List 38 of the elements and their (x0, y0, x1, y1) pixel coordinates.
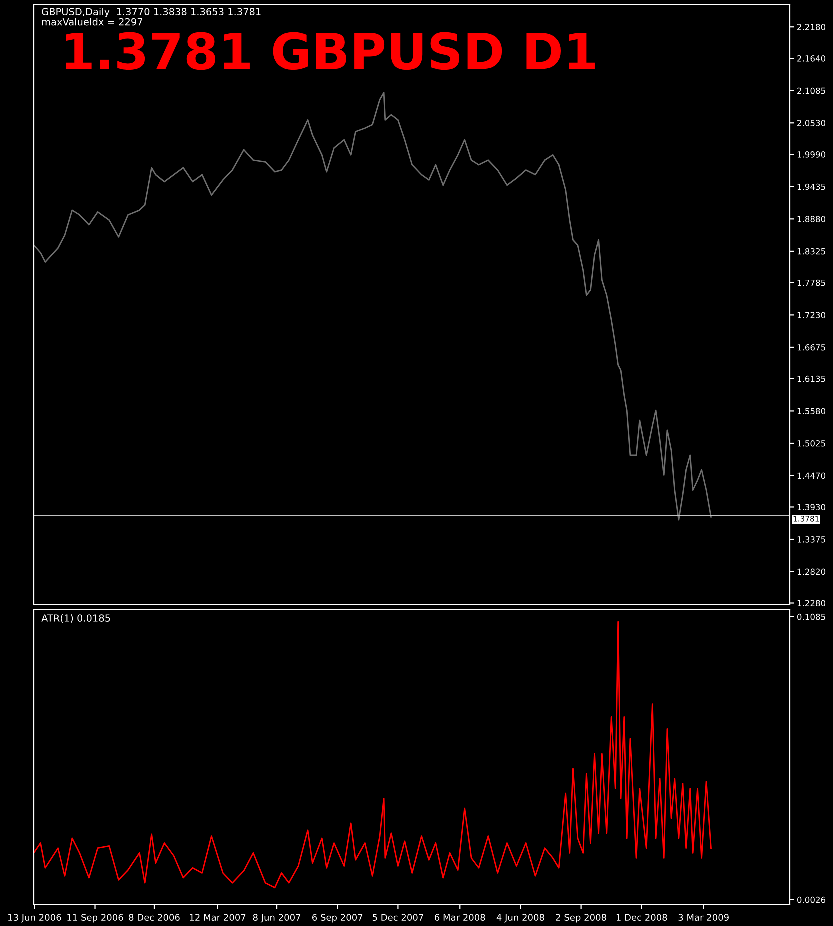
chart-subtitle: GBPUSD,Daily 1.3770 1.3838 1.3653 1.3781 (42, 8, 261, 18)
y-tick-label: 1.9990 (798, 152, 826, 158)
y-tick-label: 2.1085 (798, 88, 826, 94)
y-tick-label: 2.0530 (798, 120, 826, 126)
x-tick-label: 11 Sep 2006 (68, 914, 124, 923)
y-tick-label: 2.1640 (798, 56, 826, 62)
y-tick-label: 1.3930 (798, 504, 826, 511)
x-tick-label: 5 Dec 2007 (372, 914, 424, 922)
x-tick-label: 3 Mar 2009 (678, 914, 729, 922)
y-tick-label: 0.0026 (797, 896, 826, 904)
y-tick-label: 1.4470 (798, 472, 826, 480)
x-tick-label: 8 Dec 2006 (129, 914, 180, 922)
y-tick-label: 1.6135 (798, 376, 826, 382)
x-tick-label: 6 Mar 2008 (435, 914, 486, 922)
y-tick-label: 1.2820 (798, 568, 826, 576)
y-tick-label: 1.2280 (798, 600, 826, 607)
y-tick-label: 1.8880 (798, 216, 826, 222)
x-tick-label: 6 Sep 2007 (312, 914, 363, 923)
line-series (34, 92, 712, 521)
y-tick-label: 2.2180 (798, 24, 826, 30)
y-tick-label: 1.7785 (798, 280, 826, 286)
y-tick-label: 0.1085 (797, 614, 826, 620)
y-tick-label: 1.5580 (798, 408, 826, 414)
x-tick-label: 2 Sep 2008 (556, 914, 606, 923)
x-tick-label: 8 Jun 2007 (253, 914, 301, 923)
y-tick-label: 1.5025 (798, 440, 826, 447)
chart-title: 1.3781 GBPUSD D1 (66, 32, 595, 70)
y-tick-label: 1.8325 (798, 248, 826, 255)
y-tick-label: 1.3375 (798, 536, 826, 543)
chart-title: ATR(1) 0.0185 (42, 614, 110, 624)
y-tick-label: 1.9435 (798, 184, 826, 190)
x-tick-label: 12 Mar 2007 (190, 914, 246, 922)
x-tick-label: 4 Jun 2008 (496, 914, 544, 923)
y-tick-label: 1.7230 (798, 312, 826, 318)
annotation: maxValueIdx = 2297 (42, 18, 142, 26)
y-tick-label: 1.6675 (798, 344, 826, 351)
x-tick-label: 1 Dec 2008 (616, 914, 668, 922)
x-tick-label: 13 Jun 2006 (8, 914, 62, 923)
